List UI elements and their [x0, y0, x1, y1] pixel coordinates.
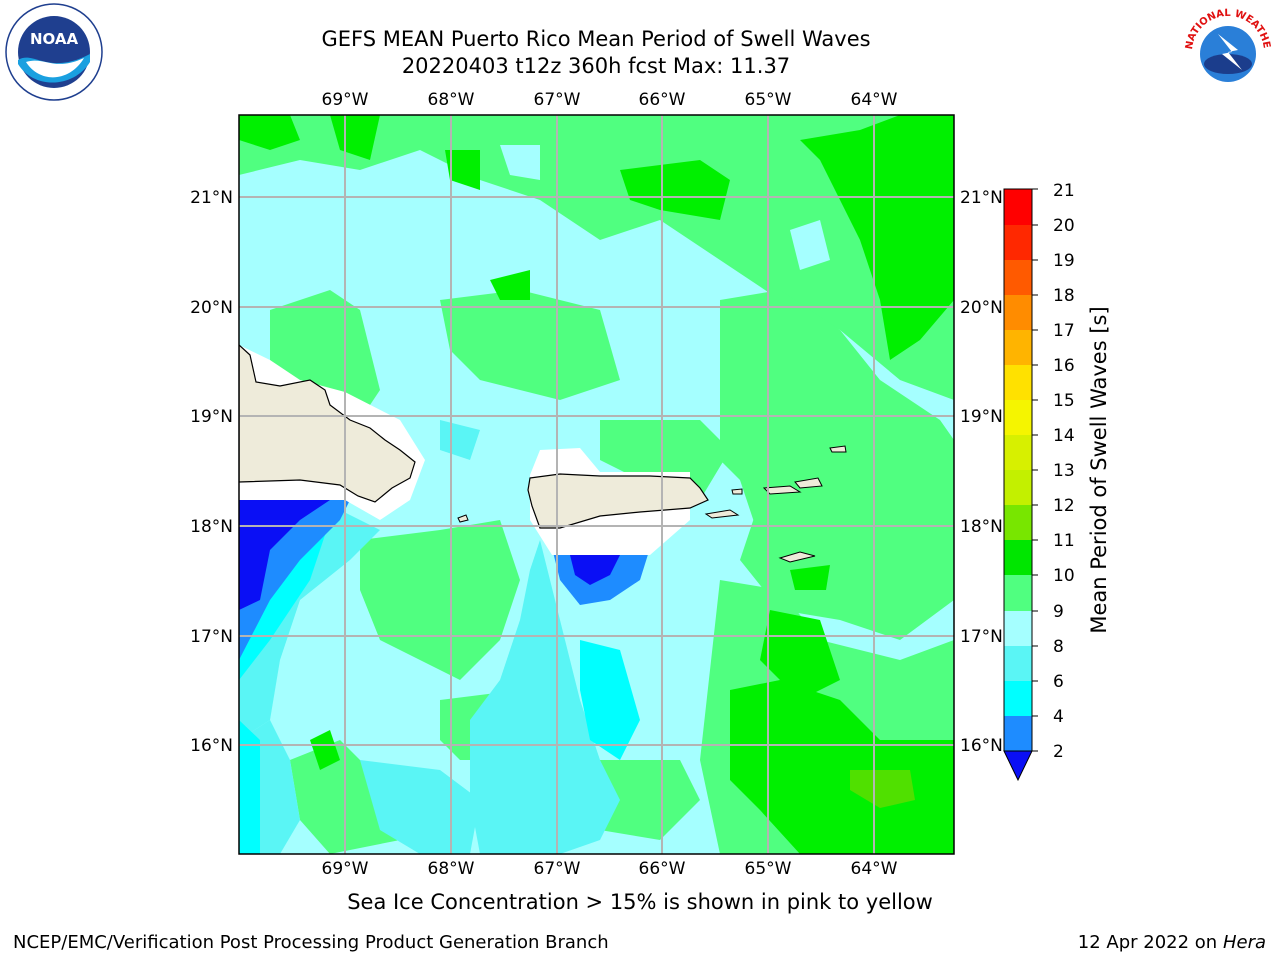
lon-label-top: 66°W: [639, 90, 686, 110]
lat-label-left: 20°N: [190, 298, 233, 318]
noaa-logo: NOAA: [5, 3, 103, 101]
colorbar-tick: 15: [1053, 391, 1075, 411]
lat-label-right: 20°N: [960, 298, 1003, 318]
lon-labels-top: 69°W 68°W 67°W 66°W 65°W 64°W: [322, 90, 898, 110]
lat-label-left: 21°N: [190, 188, 233, 208]
colorbar-tick: 21: [1053, 181, 1075, 201]
credit-text: NCEP/EMC/Verification Post Processing Pr…: [13, 932, 609, 953]
colorbar-swatch: [1004, 260, 1032, 295]
colorbar-tick: 6: [1053, 672, 1064, 692]
lon-labels-bottom: 69°W 68°W 67°W 66°W 65°W 64°W: [322, 859, 898, 879]
noaa-logo-text: NOAA: [30, 30, 79, 48]
lon-label-top: 67°W: [534, 90, 581, 110]
lat-label-right: 16°N: [960, 736, 1003, 756]
colorbar-swatch: [1004, 540, 1032, 575]
lat-label-right: 21°N: [960, 188, 1003, 208]
colorbar-swatch: [1004, 470, 1032, 505]
lon-label-bottom: 64°W: [851, 859, 898, 879]
colorbar-swatch: [1004, 189, 1032, 225]
colorbar-swatch: [1004, 575, 1032, 611]
swell-period-field: [239, 115, 954, 854]
colorbar-swatch: [1004, 681, 1032, 716]
lon-label-bottom: 66°W: [639, 859, 686, 879]
colorbar-swatch: [1004, 716, 1032, 751]
lat-label-right: 17°N: [960, 627, 1003, 647]
date-text: 12 Apr 2022 on: [1077, 932, 1218, 953]
colorbar-tick: 9: [1053, 602, 1064, 622]
map-subtitle: 20220403 t12z 360h fcst Max: 11.37: [401, 54, 791, 78]
colorbar-tick: 14: [1053, 426, 1075, 446]
colorbar-tick: 18: [1053, 286, 1075, 306]
colorbar-ticks: 21 20 19 18 17 16 15 14 13 12 11 10 9 8 …: [1053, 181, 1075, 762]
lon-label-top: 64°W: [851, 90, 898, 110]
colorbar-swatch: [1004, 295, 1032, 330]
lon-label-bottom: 69°W: [322, 859, 369, 879]
colorbar-tick: 13: [1053, 461, 1075, 481]
nws-logo: NATIONAL WEATHER SERVICE: [1178, 2, 1276, 100]
colorbar-tick: 2: [1053, 742, 1064, 762]
colorbar-tick: 19: [1053, 251, 1075, 271]
date-stamp: 12 Apr 2022 on Hera: [1078, 932, 1266, 953]
lat-label-left: 16°N: [190, 736, 233, 756]
colorbar-extend-arrow: [1003, 750, 1033, 782]
map-gridlines: [239, 115, 954, 854]
colorbar-swatch: [1004, 400, 1032, 435]
lon-label-top: 68°W: [428, 90, 475, 110]
colorbar-swatch: [1004, 435, 1032, 470]
colorbar-swatch: [1004, 646, 1032, 681]
colorbar-tick: 10: [1053, 566, 1075, 586]
lat-label-left: 19°N: [190, 407, 233, 427]
machine-name: Hera: [1222, 932, 1266, 953]
lon-label-bottom: 67°W: [534, 859, 581, 879]
colorbar-swatch: [1004, 611, 1032, 646]
colorbar-swatch: [1004, 505, 1032, 540]
lat-label-left: 18°N: [190, 517, 233, 537]
colorbar-label: Mean Period of Swell Waves [s]: [1087, 306, 1111, 633]
lon-label-top: 69°W: [322, 90, 369, 110]
colorbar-tick: 11: [1053, 531, 1075, 551]
colorbar-tick: 8: [1053, 637, 1064, 657]
sea-ice-note: Sea Ice Concentration > 15% is shown in …: [347, 890, 933, 914]
lat-label-right: 19°N: [960, 407, 1003, 427]
map-title: GEFS MEAN Puerto Rico Mean Period of Swe…: [321, 27, 871, 51]
lat-label-right: 18°N: [960, 517, 1003, 537]
lon-label-top: 65°W: [745, 90, 792, 110]
colorbar-swatch: [1004, 225, 1032, 260]
lat-labels-left: 21°N 20°N 19°N 18°N 17°N 16°N: [190, 188, 233, 756]
lat-label-left: 17°N: [190, 627, 233, 647]
map-frame: [238, 114, 955, 855]
lon-label-bottom: 68°W: [428, 859, 475, 879]
colorbar-tick: 20: [1053, 216, 1075, 236]
colorbar-swatch: [1004, 365, 1032, 400]
colorbar-tick: 12: [1053, 496, 1075, 516]
lon-label-bottom: 65°W: [745, 859, 792, 879]
colorbar-tick: 16: [1053, 356, 1075, 376]
colorbar-tick: 17: [1053, 321, 1075, 341]
colorbar-swatch: [1004, 330, 1032, 365]
colorbar: 21 20 19 18 17 16 15 14 13 12 11 10 9 8 …: [1003, 181, 1111, 782]
colorbar-tick: 4: [1053, 707, 1064, 727]
lat-labels-right: 21°N 20°N 19°N 18°N 17°N 16°N: [960, 188, 1003, 756]
